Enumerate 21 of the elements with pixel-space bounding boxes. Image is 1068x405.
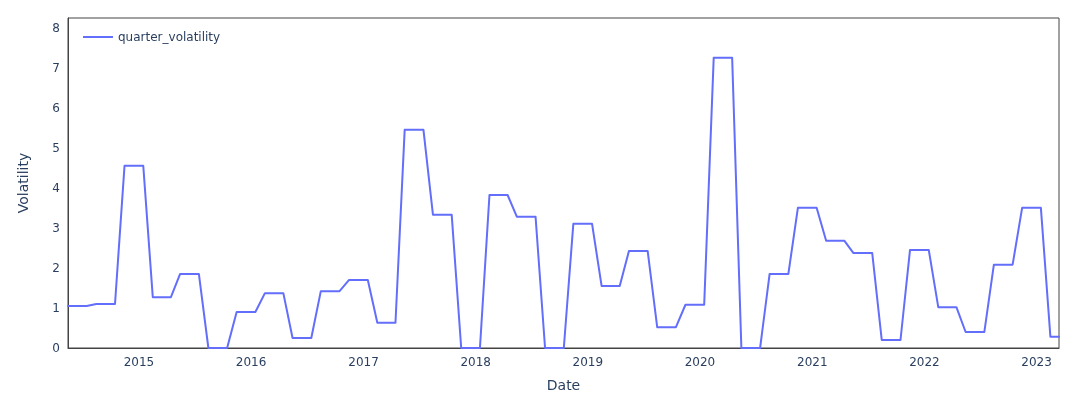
y-tick-label: 4 bbox=[52, 180, 60, 195]
x-tick-label: 2015 bbox=[123, 355, 155, 369]
x-tick-label: 2021 bbox=[797, 355, 828, 369]
x-axis-title: Date bbox=[546, 377, 581, 393]
x-tick-label: 2017 bbox=[348, 355, 379, 369]
x-tick-label: 2020 bbox=[684, 355, 716, 369]
y-tick-label: 8 bbox=[52, 20, 60, 35]
y-tick-label: 1 bbox=[52, 300, 60, 315]
x-tick-label: 2018 bbox=[460, 355, 491, 369]
y-tick-label: 3 bbox=[52, 220, 60, 235]
y-axis-title: Volatility bbox=[15, 152, 31, 214]
y-tick-label: 6 bbox=[52, 100, 60, 115]
y-tick-label: 7 bbox=[52, 60, 60, 75]
y-tick-label: 2 bbox=[52, 260, 60, 275]
x-tick-label: 2023 bbox=[1021, 355, 1052, 369]
x-tick-label: 2016 bbox=[235, 355, 267, 369]
y-tick-label: 0 bbox=[52, 341, 60, 355]
x-tick-label: 2019 bbox=[572, 355, 604, 369]
x-tick-label: 2022 bbox=[909, 355, 940, 369]
legend-label: quarter_volatility bbox=[118, 30, 221, 44]
y-tick-label: 5 bbox=[52, 140, 60, 155]
